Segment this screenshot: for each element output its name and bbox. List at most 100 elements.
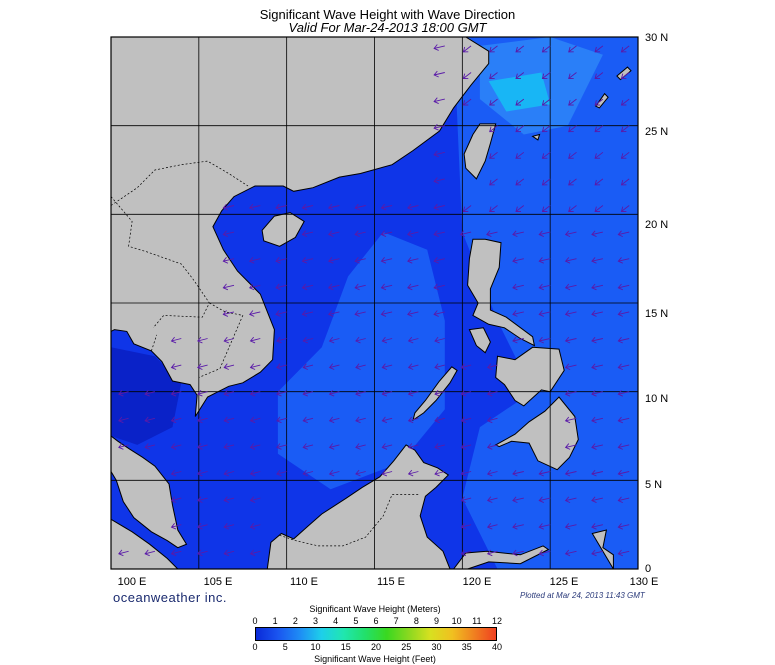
lat-label-0: 0 [645,563,652,575]
wave-arrow [248,257,261,264]
wave-arrow [591,523,603,530]
wave-arrow [197,390,208,397]
wave-arrow [568,178,577,186]
meter-tick-9: 9 [433,616,439,626]
luzon-land [467,238,536,347]
wave-arrow [515,151,525,159]
meter-tick-10: 10 [451,616,462,626]
wave-arrow [301,203,314,211]
wave-arrow [223,363,235,370]
wave-arrow [541,178,551,186]
wave-arrow [433,230,445,238]
ryukyu-island-1 [595,92,609,109]
wave-arrow [617,257,630,264]
wave-arrow [223,336,235,344]
wave-arrow [302,469,314,477]
gulf-deep [111,347,182,445]
wave-arrow [489,98,498,106]
wave-arrow [407,390,419,397]
wave-arrow [620,178,630,186]
wave-arrow [407,416,419,424]
wave-arrow [407,310,419,317]
wave-arrow [275,283,287,291]
wave-arrow [462,45,472,53]
wave-arrow [512,523,524,530]
wave-arrow [328,336,340,344]
lat-label-20n: 20 N [645,219,669,231]
wave-arrow [301,310,314,317]
wave-arrow [355,469,366,477]
wave-arrow [380,230,393,238]
wave-arrow [301,283,314,291]
wave-arrow [594,151,604,159]
wave-arrow [302,363,314,370]
wave-arrow [591,230,603,238]
wave-arrow [302,390,314,397]
wave-arrow [591,496,603,504]
wave-arrow [327,310,340,317]
wave-arrow [118,549,129,557]
wave-arrow [197,336,208,344]
wave-arrow [460,523,472,530]
wave-arrow [197,496,208,503]
wave-arrow [620,98,630,106]
wave-arrow [594,72,604,79]
wave-arrow [407,230,419,238]
plotted-timestamp: Plotted at Mar 24, 2013 11:43 GMT [520,591,645,600]
meter-tick-11: 11 [472,616,482,626]
wave-arrow [591,549,603,557]
wave-arrow [276,390,287,397]
wave-arrow [489,151,498,159]
wave-arrow [275,203,287,211]
wave-arrow [302,443,314,450]
wave-arrow [515,98,525,106]
colorbar [255,627,497,641]
wave-arrow [568,205,577,212]
wave-arrow [434,363,445,370]
wave-arrow [460,390,472,397]
lon-label-110e: 110 E [290,576,318,588]
wave-arrow [354,283,366,291]
wave-arrow [249,443,261,450]
wave-arrow [355,363,366,370]
wave-arrow [564,283,577,291]
mindoro-land [468,327,491,354]
wave-arrow [354,203,366,211]
country-border-3 [198,302,244,378]
wave-arrow [407,257,419,264]
wave-arrow [381,469,393,477]
wave-arrow [568,98,577,106]
feet-tick-10: 10 [310,642,321,652]
wave-arrow [515,205,525,212]
wave-arrow [170,469,182,477]
wave-arrow [249,523,261,530]
wave-arrow [460,549,472,557]
wave-arrow [538,257,551,264]
wave-arrow [564,523,577,530]
wave-arrow [355,416,366,424]
meter-tick-7: 7 [393,616,399,626]
wave-arrow [407,283,419,291]
wave-arrow [249,416,261,424]
halmahera-land [591,529,614,569]
wave-arrow [620,125,630,133]
wave-arrow [459,230,472,238]
wave-arrow [460,416,472,424]
wave-arrow [486,230,498,238]
wave-arrow [617,443,630,450]
wave-arrow [170,523,182,530]
lon-label-120e: 120 E [462,576,492,588]
wave-arrow [197,443,208,450]
wave-arrow [515,125,525,133]
wave-arrow [276,416,287,424]
wave-arrow [222,230,235,238]
wave-arrow [591,283,603,291]
meter-tick-3: 3 [312,616,318,626]
wave-arrow [564,363,577,371]
wave-arrow [486,469,498,477]
wave-arrow [407,203,419,211]
wave-arrow [434,390,445,397]
feet-tick-20: 20 [370,642,381,652]
wave-arrow [489,45,498,53]
